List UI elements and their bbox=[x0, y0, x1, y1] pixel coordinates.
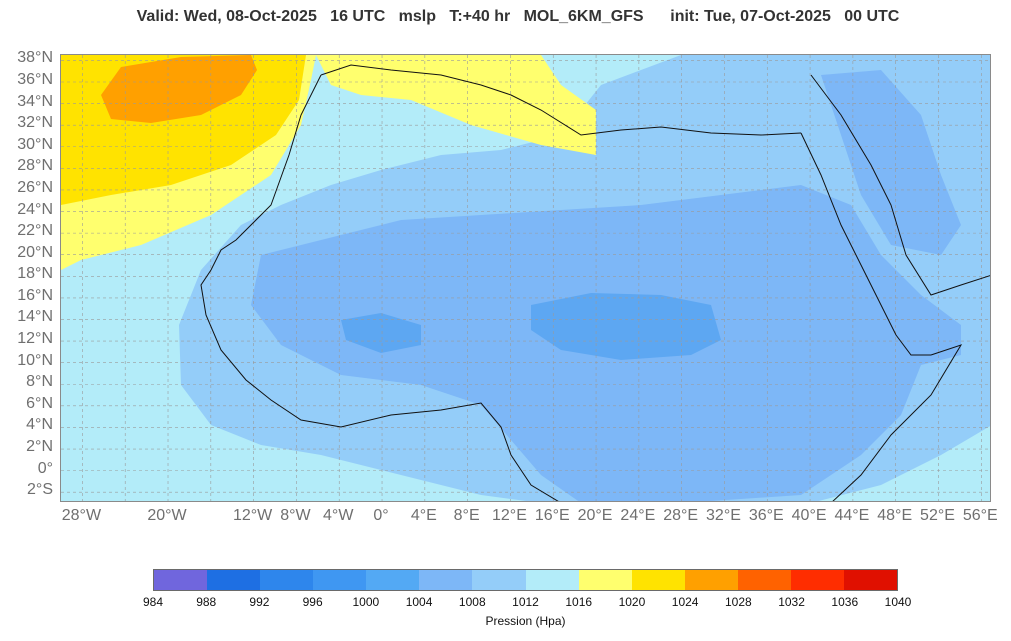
colorbar-tick-label: 996 bbox=[302, 595, 323, 609]
colorbar-swatch bbox=[790, 570, 845, 590]
colorbar-swatch bbox=[366, 570, 420, 590]
latitude-label: 20°N bbox=[17, 243, 53, 261]
colorbar-tick-label: 992 bbox=[249, 595, 270, 609]
colorbar-tick-label: 988 bbox=[196, 595, 217, 609]
colorbar-tick-label: 1008 bbox=[458, 595, 486, 609]
longitude-label: 4°W bbox=[323, 507, 354, 524]
colorbar-tick-label: 1036 bbox=[831, 595, 859, 609]
longitude-label: 4°E bbox=[410, 507, 437, 524]
latitude-label: 26°N bbox=[17, 178, 53, 196]
latitude-label: 34°N bbox=[17, 92, 53, 110]
pressure-colorbar bbox=[153, 569, 898, 591]
colorbar-tick-label: 1040 bbox=[884, 595, 912, 609]
colorbar-swatch bbox=[154, 570, 208, 590]
colorbar-tick-label: 984 bbox=[142, 595, 164, 609]
latitude-label: 8°N bbox=[26, 373, 53, 391]
longitude-label: 44°E bbox=[834, 507, 870, 524]
longitude-label: 52°E bbox=[920, 507, 955, 524]
longitude-label: 8°E bbox=[453, 507, 480, 524]
colorbar-swatch bbox=[737, 570, 791, 590]
map-title: Valid: Wed, 08-Oct-2025 16 UTC mslp T:+4… bbox=[136, 8, 900, 25]
longitude-label: 48°E bbox=[877, 507, 913, 524]
latitude-label: 32°N bbox=[17, 114, 53, 132]
longitude-label: 24°E bbox=[620, 507, 656, 524]
colorbar-tick-label: 1004 bbox=[405, 595, 433, 609]
pressure-zone-1000-sahel bbox=[341, 313, 421, 353]
pressure-map[interactable] bbox=[60, 54, 991, 502]
longitude-label: 32°E bbox=[706, 507, 741, 524]
colorbar-swatch bbox=[313, 570, 367, 590]
colorbar-tick-label: 1020 bbox=[618, 595, 646, 609]
coastline-red-sea bbox=[800, 132, 931, 356]
latitude-label: 18°N bbox=[17, 265, 53, 283]
latitude-label: 2°N bbox=[26, 438, 53, 456]
longitude-label: 0° bbox=[373, 507, 389, 524]
coastlines bbox=[200, 64, 990, 501]
pressure-map-canvas bbox=[61, 55, 990, 501]
longitude-label: 12°E bbox=[492, 507, 527, 524]
longitude-label: 28°E bbox=[663, 507, 699, 524]
longitude-label: 40°E bbox=[791, 507, 827, 524]
colorbar-swatch bbox=[844, 570, 898, 590]
colorbar-swatch bbox=[472, 570, 526, 590]
coastline-north-africa bbox=[320, 64, 802, 136]
longitude-label: 56°E bbox=[962, 507, 998, 524]
colorbar-unit-label: Pression (Hpa) bbox=[485, 614, 566, 628]
colorbar-swatch bbox=[260, 570, 314, 590]
latitude-label: 4°N bbox=[26, 416, 53, 434]
longitude-label: 8°W bbox=[280, 507, 311, 524]
latitude-label: 38°N bbox=[17, 49, 53, 67]
longitude-label: 16°E bbox=[534, 507, 570, 524]
latitude-label: 2°S bbox=[27, 481, 53, 499]
latitude-label: 12°N bbox=[17, 330, 53, 348]
latitude-label: 24°N bbox=[17, 200, 53, 218]
pressure-zone-1004-arabia bbox=[821, 70, 961, 255]
coastline-west-africa bbox=[200, 74, 559, 501]
longitude-label: 12°W bbox=[232, 507, 273, 524]
longitude-label: 36°E bbox=[748, 507, 784, 524]
colorbar-swatch bbox=[419, 570, 473, 590]
latitude-label: 10°N bbox=[17, 351, 53, 369]
colorbar-tick-label: 1028 bbox=[724, 595, 752, 609]
colorbar-swatch bbox=[525, 570, 579, 590]
latitude-label: 16°N bbox=[17, 286, 53, 304]
colorbar-swatch bbox=[207, 570, 261, 590]
latitude-label: 28°N bbox=[17, 157, 53, 175]
colorbar-tick-label: 1024 bbox=[671, 595, 699, 609]
colorbar-tick-label: 1000 bbox=[352, 595, 380, 609]
colorbar-tick-label: 1016 bbox=[565, 595, 593, 609]
colorbar-swatch bbox=[578, 570, 632, 590]
longitude-label: 28°W bbox=[61, 507, 102, 524]
colorbar-tick-label: 1012 bbox=[512, 595, 539, 609]
latitude-label: 14°N bbox=[17, 308, 53, 326]
colorbar-swatch bbox=[631, 570, 685, 590]
latitude-label: 36°N bbox=[17, 70, 53, 88]
colorbar-swatch bbox=[684, 570, 738, 590]
latitude-label: 0° bbox=[37, 459, 53, 477]
longitude-label: 20°E bbox=[577, 507, 613, 524]
colorbar-tick-label: 1032 bbox=[778, 595, 805, 609]
longitude-label: 20°W bbox=[147, 507, 187, 524]
latitude-label: 6°N bbox=[26, 394, 53, 412]
coastline-horn bbox=[832, 344, 963, 501]
pressure-zone-1024 bbox=[101, 55, 257, 123]
pressure-zone-1016-med bbox=[316, 55, 596, 155]
latitude-label: 30°N bbox=[17, 135, 53, 153]
pressure-zone-1000-sudan bbox=[531, 293, 721, 360]
latitude-label: 22°N bbox=[17, 222, 53, 240]
graticule bbox=[61, 55, 990, 501]
coastline-arabia bbox=[810, 74, 990, 296]
